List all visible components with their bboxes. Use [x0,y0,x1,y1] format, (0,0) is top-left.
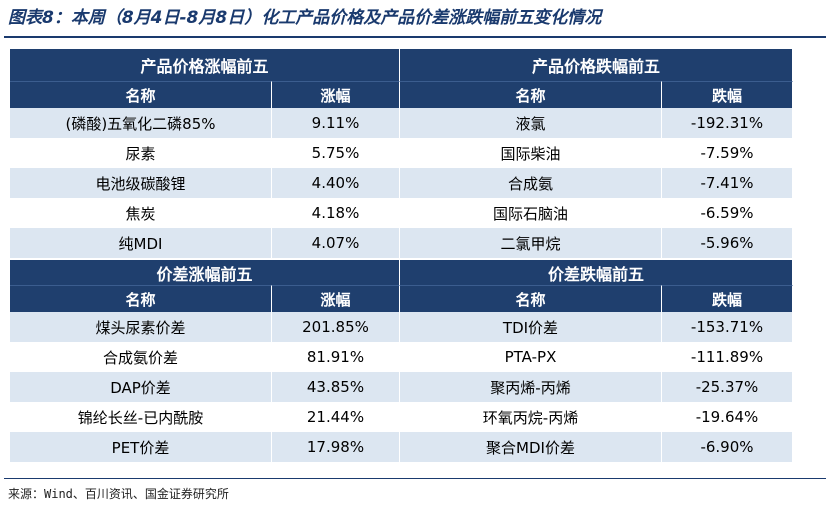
price-down-header: 产品价格跌幅前五 [400,49,793,81]
spread-up-name: DAP价差 [10,372,272,402]
price-up-name: 焦炭 [10,198,272,228]
price-up-change: 4.07% [272,228,400,258]
price-up-header: 产品价格涨幅前五 [10,49,400,81]
price-up-change: 4.18% [272,198,400,228]
price-up-change: 9.11% [272,108,400,138]
change-table: 产品价格涨幅前五 产品价格跌幅前五 名称 涨幅 名称 跌幅 (磷酸)五氧化二磷8… [10,49,793,462]
price-down-change: -7.41% [662,168,793,198]
price-down-col-name: 名称 [400,81,662,108]
price-down-col-change: 跌幅 [662,81,793,108]
title-rule [4,36,826,38]
price-down-name: 合成氨 [400,168,662,198]
spread-down-change: -153.71% [662,312,793,342]
spread-up-change: 43.85% [272,372,400,402]
price-down-name: 二氯甲烷 [400,228,662,258]
source-note: 来源：Wind、百川资讯、国金证券研究所 [8,487,229,501]
price-up-name: (磷酸)五氧化二磷85% [10,108,272,138]
price-up-col-name: 名称 [10,81,272,108]
spread-up-header: 价差涨幅前五 [10,258,400,285]
spread-down-name: 聚丙烯-丙烯 [400,372,662,402]
price-up-col-change: 涨幅 [272,81,400,108]
figure-title: 图表8：本周（8月4日-8月8日）化工产品价格及产品价差涨跌幅前五变化情况 [8,8,602,28]
price-down-name: 液氯 [400,108,662,138]
spread-down-col-name: 名称 [400,285,662,312]
spread-up-name: 煤头尿素价差 [10,312,272,342]
spread-up-change: 81.91% [272,342,400,372]
spread-down-name: PTA-PX [400,342,662,372]
spread-up-col-name: 名称 [10,285,272,312]
price-down-change: -6.59% [662,198,793,228]
spread-down-change: -25.37% [662,372,793,402]
spread-down-name: 环氧丙烷-丙烯 [400,402,662,432]
price-down-change: -7.59% [662,138,793,168]
price-up-change: 4.40% [272,168,400,198]
spread-down-name: 聚合MDI价差 [400,432,662,462]
spread-up-name: 合成氨价差 [10,342,272,372]
price-down-change: -5.96% [662,228,793,258]
spread-down-change: -6.90% [662,432,793,462]
price-up-name: 纯MDI [10,228,272,258]
spread-up-change: 201.85% [272,312,400,342]
price-down-change: -192.31% [662,108,793,138]
spread-up-change: 21.44% [272,402,400,432]
price-up-change: 5.75% [272,138,400,168]
spread-down-col-change: 跌幅 [662,285,793,312]
price-up-name: 尿素 [10,138,272,168]
spread-down-header: 价差跌幅前五 [400,258,793,285]
spread-up-name: 锦纶长丝-已内酰胺 [10,402,272,432]
spread-down-name: TDI价差 [400,312,662,342]
price-down-name: 国际柴油 [400,138,662,168]
price-down-name: 国际石脑油 [400,198,662,228]
spread-down-change: -19.64% [662,402,793,432]
spread-up-name: PET价差 [10,432,272,462]
source-rule [4,478,826,479]
spread-up-change: 17.98% [272,432,400,462]
price-up-name: 电池级碳酸锂 [10,168,272,198]
spread-down-change: -111.89% [662,342,793,372]
spread-up-col-change: 涨幅 [272,285,400,312]
